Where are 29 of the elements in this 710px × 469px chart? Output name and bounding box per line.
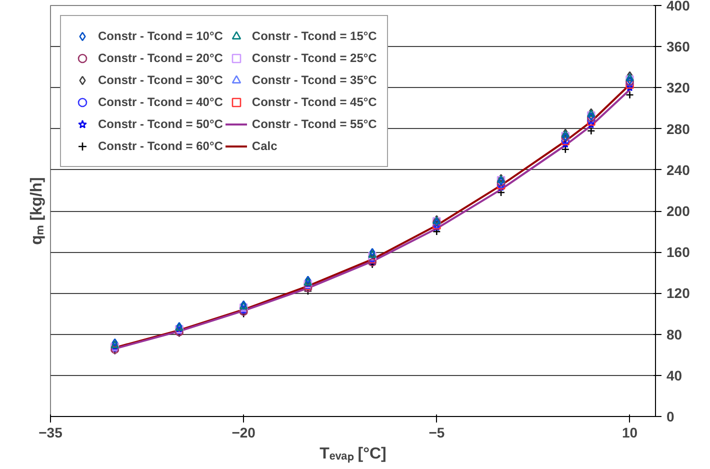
x-tick-label: −20: [232, 424, 256, 440]
legend-label: Constr - Tcond = 15°C: [252, 29, 377, 43]
legend-label: Constr - Tcond = 10°C: [98, 29, 223, 43]
y-tick-label: 320: [666, 80, 690, 96]
y-tick-label: 240: [666, 162, 690, 178]
y-tick-label: 200: [666, 203, 690, 219]
x-tick-label: −35: [38, 424, 63, 440]
legend-label: Constr - Tcond = 25°C: [252, 51, 377, 65]
legend-label: Constr - Tcond = 45°C: [252, 95, 377, 109]
y-tick-label: 0: [666, 408, 674, 424]
legend-label: Constr - Tcond = 60°C: [98, 139, 223, 153]
y-tick-label: 160: [666, 244, 690, 260]
y-axis-title: qₘ [kg/h]: [28, 177, 46, 245]
legend-label: Constr - Tcond = 35°C: [252, 73, 377, 87]
y-tick-label: 360: [666, 38, 690, 55]
x-axis-title: Tₑᵥₐₚ [°C]: [320, 446, 386, 464]
legend-label: Constr - Tcond = 20°C: [98, 51, 223, 65]
x-tick-label: 10: [622, 424, 638, 440]
legend-label: Constr - Tcond = 50°C: [98, 117, 223, 131]
y-tick-label: 280: [666, 120, 690, 137]
legend-label: Constr - Tcond = 30°C: [98, 73, 223, 87]
x-tick-label: −5: [428, 424, 445, 440]
legend-label: Calc: [252, 139, 278, 153]
y-tick-label: 40: [666, 367, 682, 384]
legend-label: Constr - Tcond = 55°C: [252, 117, 377, 131]
y-tick-label: 120: [666, 285, 690, 302]
legend-label: Constr - Tcond = 40°C: [98, 95, 223, 109]
y-tick-label: 400: [666, 0, 690, 14]
y-tick-label: 80: [666, 326, 682, 342]
